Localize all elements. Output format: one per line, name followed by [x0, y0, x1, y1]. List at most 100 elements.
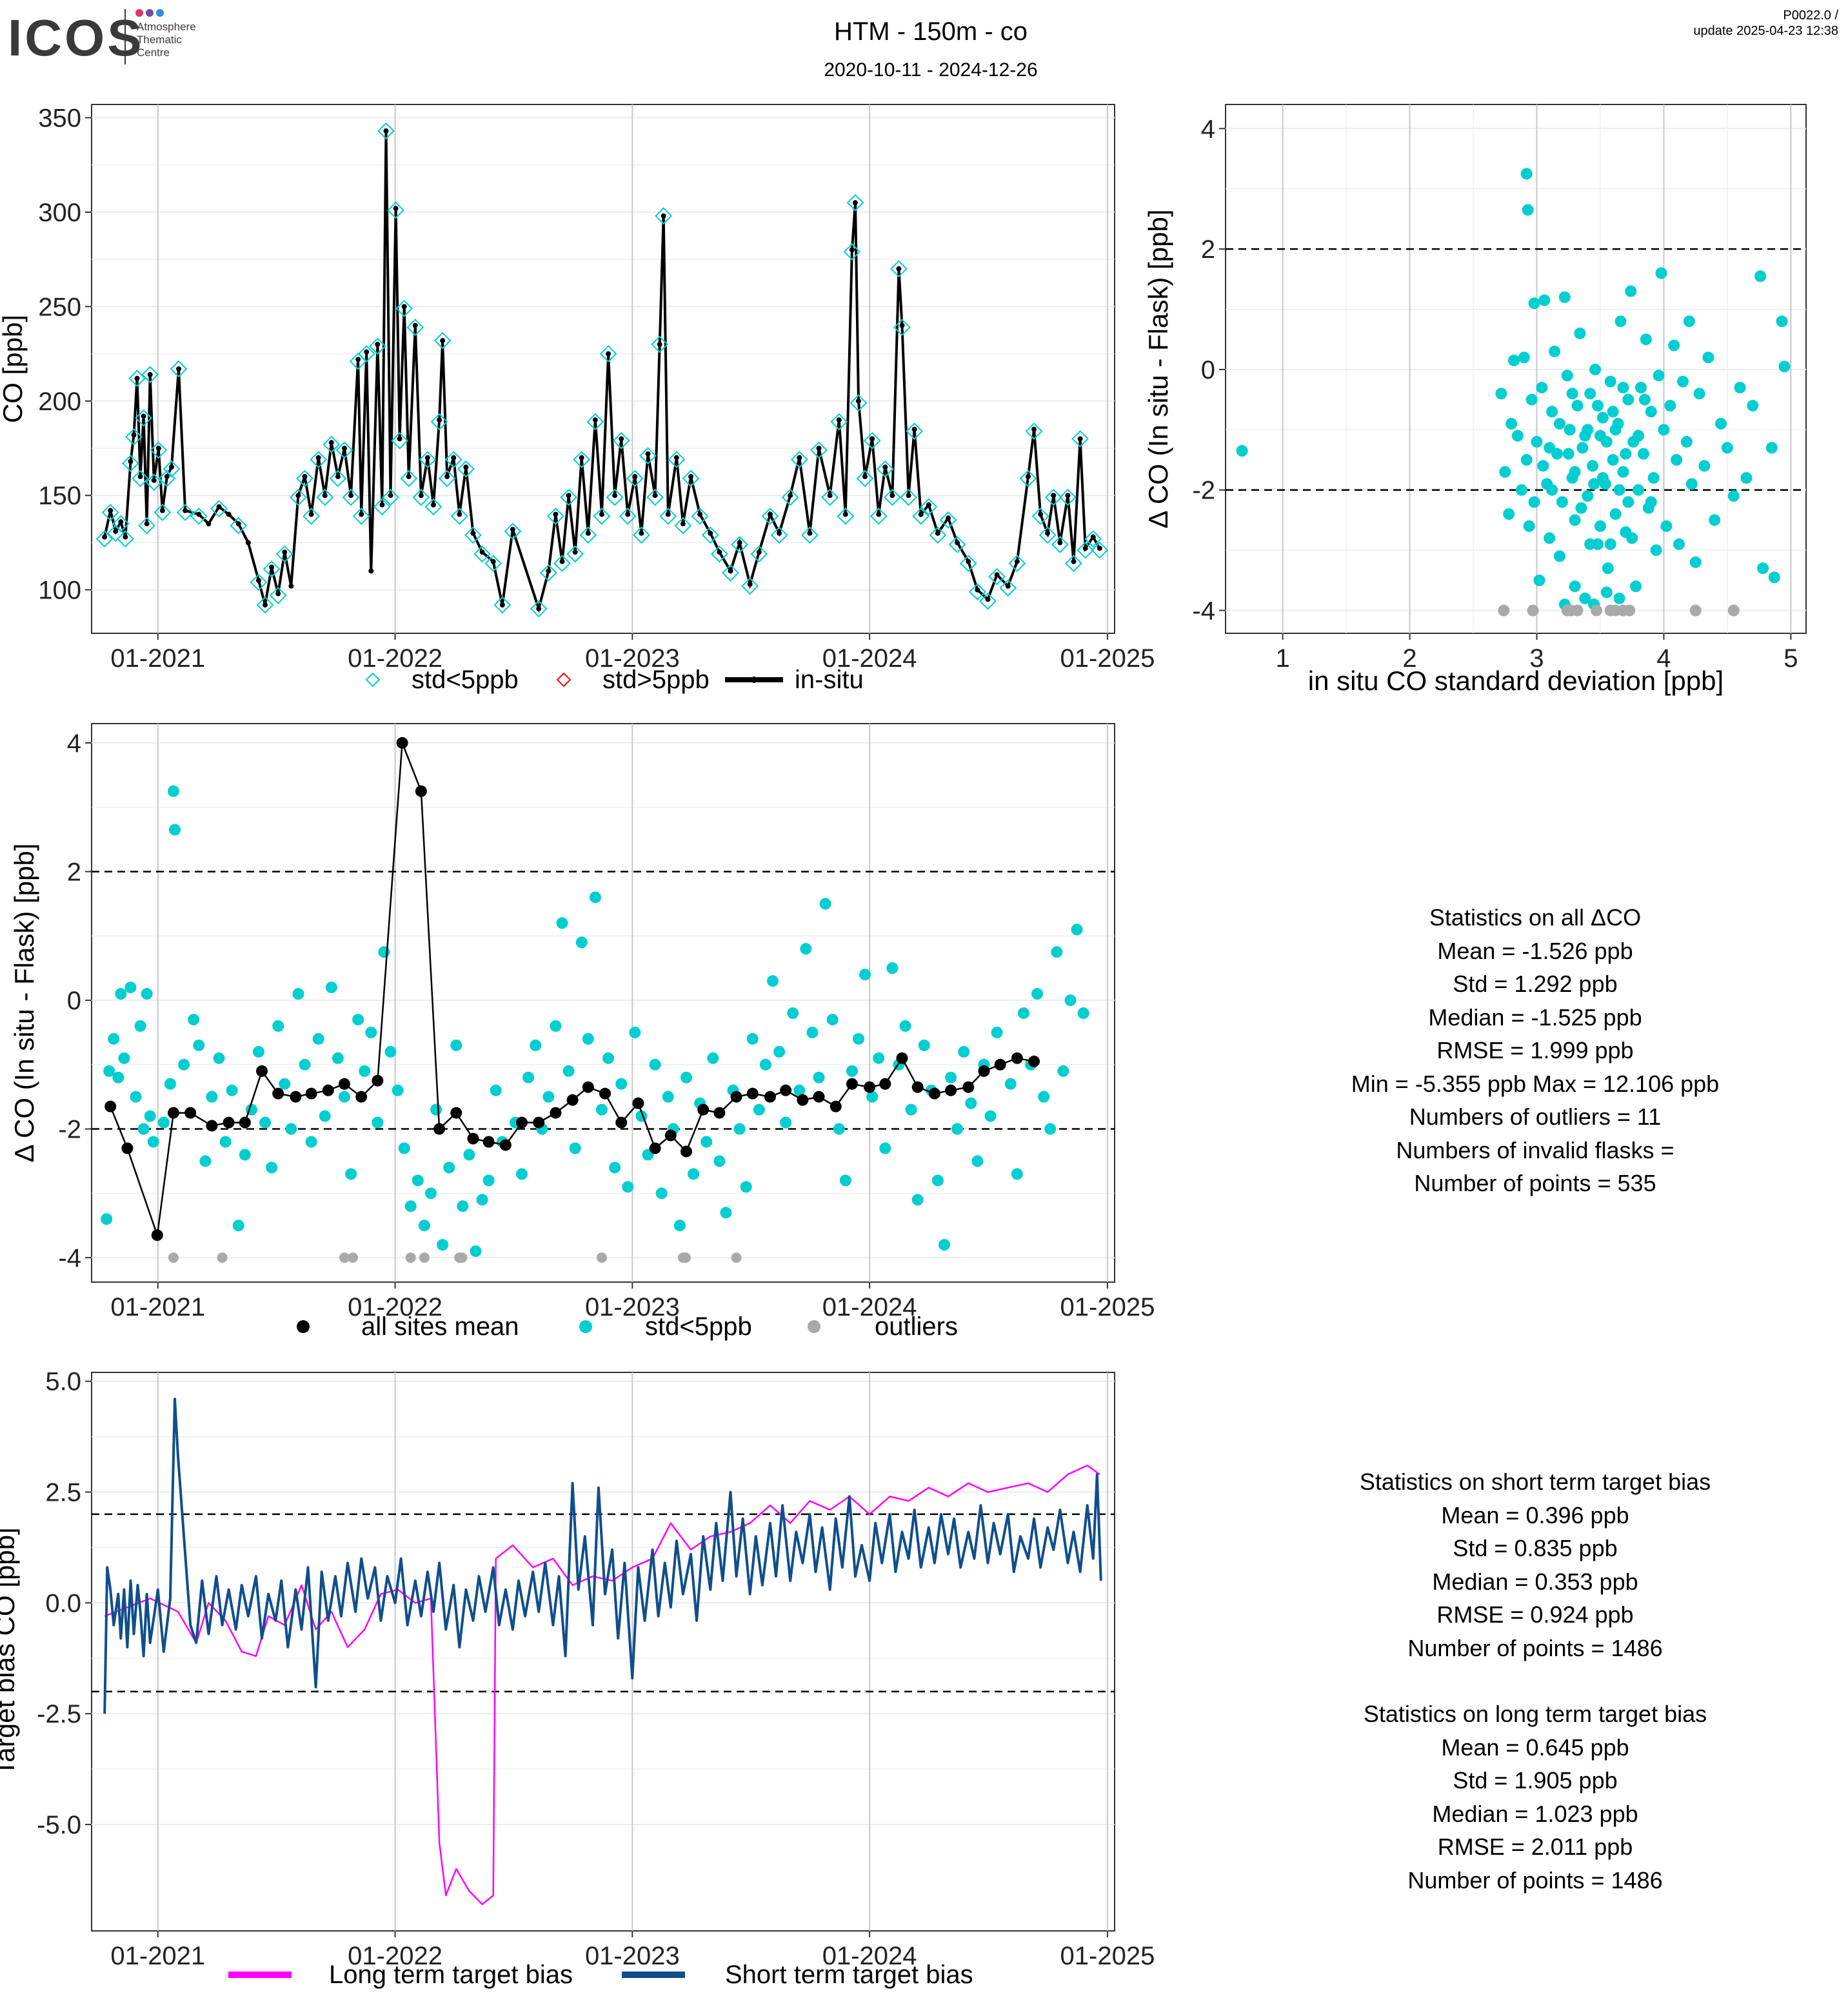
- flask-diamond-point: [128, 370, 146, 388]
- delta-point: [312, 1033, 324, 1045]
- outlier-point: [419, 1252, 430, 1263]
- all-sites-mean-point: [322, 1084, 334, 1096]
- flask-diamond-point: [122, 455, 139, 472]
- scatter-point: [1575, 502, 1587, 514]
- flask-diamond-point: [296, 470, 313, 488]
- stats-line: Std = 1.292 ppb: [1453, 971, 1618, 997]
- flask-diamond-point: [612, 431, 630, 450]
- delta-point: [164, 1078, 176, 1090]
- y-tick-label: 250: [38, 293, 81, 321]
- all-sites-mean-point: [450, 1107, 462, 1119]
- all-sites-mean-point: [780, 1084, 792, 1096]
- scatter-point: [1702, 351, 1714, 364]
- delta-point: [622, 1181, 634, 1193]
- target-bias-reference-lines: [92, 1513, 1115, 1693]
- scatter-point: [1525, 393, 1538, 406]
- delta-point: [846, 1065, 858, 1077]
- delta-point: [899, 1020, 911, 1032]
- in-situ-point: [137, 473, 143, 479]
- all-sites-mean-point: [962, 1081, 975, 1093]
- flask-diamond-point: [539, 564, 557, 582]
- scatter-point: [1549, 345, 1561, 357]
- delta-point: [252, 1045, 264, 1058]
- in-situ-point: [463, 464, 469, 470]
- flask-diamond-point: [1051, 535, 1069, 553]
- delta-point: [740, 1181, 752, 1193]
- scatter-point: [1607, 454, 1619, 466]
- scatter-point: [1537, 460, 1549, 472]
- stats-line: Min = -5.355 ppb Max = 12.106 ppb: [1351, 1070, 1720, 1097]
- stats-line: RMSE = 0.924 ppb: [1436, 1601, 1634, 1628]
- all-sites-mean-point: [582, 1081, 594, 1093]
- target-bias-axes: -5.0 -2.5 0.0 2.5 5.0 01-2021 01-2022 01-2023 01…: [37, 1368, 1155, 1970]
- in-situ-point: [348, 493, 354, 499]
- in-situ-point: [889, 493, 895, 499]
- in-situ-point: [1071, 559, 1077, 564]
- all-sites-mean-point: [945, 1084, 957, 1096]
- all-sites-mean-point: [516, 1116, 528, 1129]
- flask-diamond-point: [412, 488, 430, 506]
- flask-diamond-point: [959, 555, 977, 573]
- scatter-point: [1520, 168, 1533, 180]
- in-situ-point: [412, 322, 418, 328]
- all-sites-mean-point: [566, 1094, 579, 1106]
- target-bias-plot-frame: [91, 1372, 1115, 1932]
- scatter-point: [1613, 484, 1625, 496]
- legend-label: std<5ppb: [645, 1312, 752, 1341]
- x-tick-label: 01-2021: [110, 1293, 205, 1321]
- flask-diamond-point: [781, 488, 799, 506]
- delta-point: [134, 1020, 146, 1032]
- in-situ-point: [836, 417, 842, 423]
- scatter-point: [1676, 375, 1689, 388]
- scatter-point: [1673, 538, 1685, 550]
- delta-point: [662, 1091, 674, 1103]
- in-situ-point: [424, 455, 430, 460]
- in-situ-point: [632, 473, 638, 479]
- scatter-point: [1508, 354, 1520, 366]
- scatter-point: [1645, 496, 1657, 508]
- in-situ-point: [341, 446, 347, 451]
- in-situ-point: [688, 473, 694, 479]
- all-sites-mean-point: [846, 1078, 858, 1090]
- flask-diamond-point: [373, 498, 391, 516]
- all-sites-mean-point: [396, 737, 408, 749]
- scatter-point: [1544, 442, 1556, 454]
- delta-point: [655, 1187, 668, 1200]
- in-situ-point: [437, 417, 442, 423]
- in-situ-point: [559, 559, 565, 564]
- x-tick-label: 01-2024: [822, 1942, 917, 1970]
- in-situ-point: [717, 549, 722, 555]
- scatter-point: [1634, 381, 1647, 393]
- delta-time-reference-lines: [92, 871, 1115, 1130]
- delta-point: [490, 1084, 502, 1096]
- flask-diamond-point: [444, 451, 462, 468]
- x-tick-label: 01-2021: [110, 1942, 205, 1970]
- flask-diamond-point: [810, 441, 828, 459]
- flask-diamond-point: [387, 201, 404, 219]
- delta-point: [550, 1020, 562, 1032]
- all-sites-mean-point: [746, 1087, 759, 1100]
- flask-diamond-point: [368, 337, 386, 355]
- scatter-point: [1588, 478, 1600, 490]
- x-tick-label: 01-2022: [348, 1942, 442, 1970]
- delta-point: [141, 988, 153, 1000]
- scatter-point: [1727, 490, 1740, 502]
- in-situ-point: [418, 493, 424, 499]
- in-situ-point: [245, 540, 251, 546]
- delta-point: [688, 1168, 700, 1180]
- delta-point: [562, 1065, 575, 1077]
- scatter-point: [1689, 556, 1702, 568]
- delta-point: [800, 943, 812, 955]
- flask-diamond-point: [948, 535, 966, 553]
- in-situ-point: [216, 504, 222, 509]
- in-situ-point: [359, 511, 364, 517]
- timeseries-plot-frame: [91, 104, 1115, 634]
- delta-point: [219, 1136, 232, 1148]
- x-tick-label: 01-2024: [822, 644, 917, 673]
- x-tick-label: 01-2023: [585, 1942, 680, 1970]
- delta-point: [753, 1103, 765, 1116]
- flask-diamond-point: [419, 451, 437, 468]
- in-situ-point: [470, 530, 476, 536]
- delta-point: [629, 1026, 641, 1038]
- y-tick-label: 200: [38, 388, 81, 416]
